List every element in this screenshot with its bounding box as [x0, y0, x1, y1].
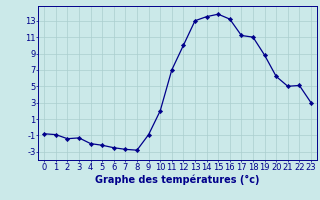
X-axis label: Graphe des températures (°c): Graphe des températures (°c)	[95, 175, 260, 185]
